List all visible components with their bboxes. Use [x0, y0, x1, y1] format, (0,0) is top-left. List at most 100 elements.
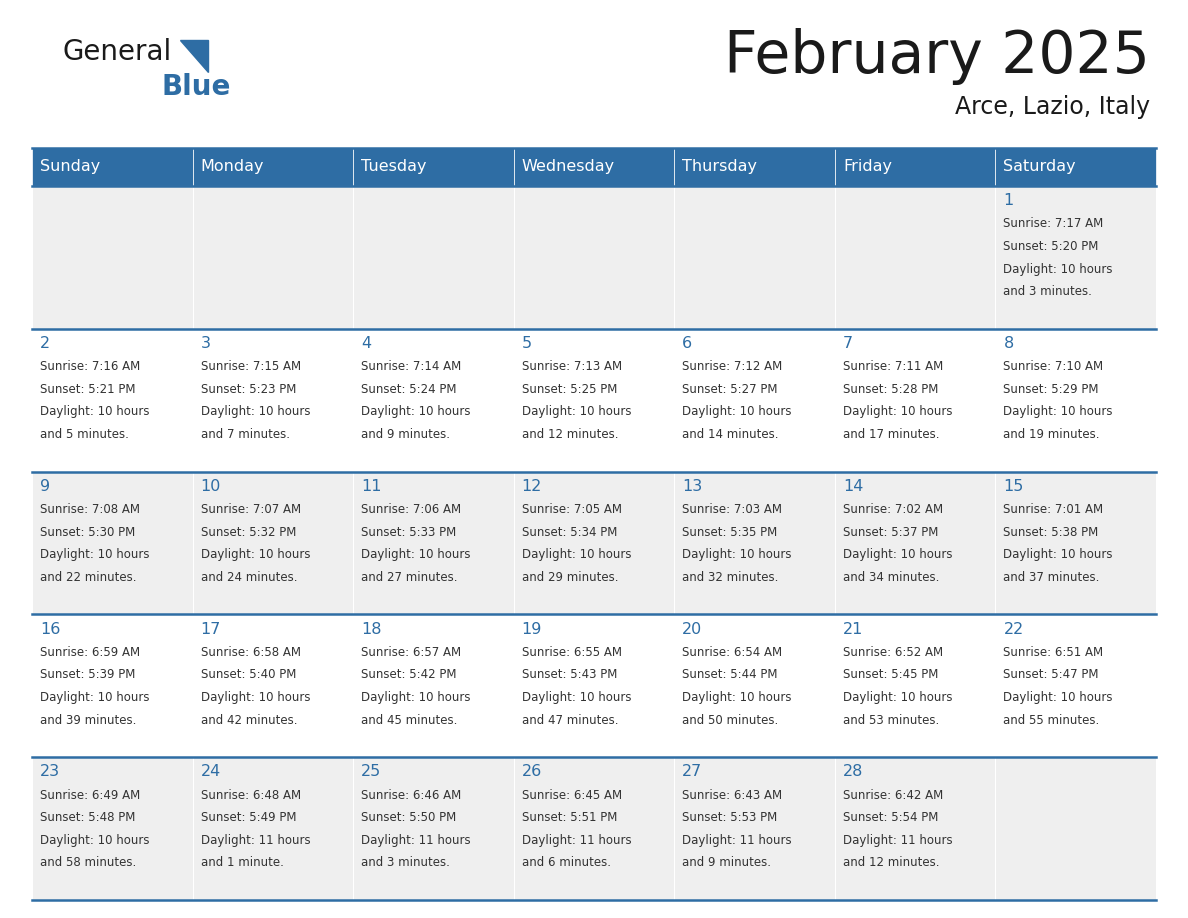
Text: Sunrise: 7:07 AM: Sunrise: 7:07 AM [201, 503, 301, 516]
Text: Sunset: 5:54 PM: Sunset: 5:54 PM [842, 812, 939, 824]
Bar [835, 186, 996, 329]
Bar [513, 472, 675, 614]
Text: Sunrise: 6:43 AM: Sunrise: 6:43 AM [682, 789, 783, 801]
Text: 16: 16 [40, 621, 61, 636]
Text: Daylight: 10 hours: Daylight: 10 hours [1004, 691, 1113, 704]
Text: 23: 23 [40, 765, 61, 779]
Text: 2: 2 [40, 336, 50, 351]
Bar [996, 148, 1156, 186]
Text: Daylight: 10 hours: Daylight: 10 hours [40, 406, 150, 419]
Bar [32, 472, 192, 614]
Text: Sunday: Sunday [40, 160, 100, 174]
Text: Daylight: 10 hours: Daylight: 10 hours [201, 406, 310, 419]
Bar [32, 148, 192, 186]
Text: and 32 minutes.: and 32 minutes. [682, 571, 778, 584]
Text: 22: 22 [1004, 621, 1024, 636]
Text: Daylight: 10 hours: Daylight: 10 hours [201, 691, 310, 704]
Bar [513, 186, 675, 329]
Text: and 3 minutes.: and 3 minutes. [361, 856, 450, 869]
Text: February 2025: February 2025 [725, 28, 1150, 85]
Text: Sunset: 5:34 PM: Sunset: 5:34 PM [522, 526, 617, 539]
Text: Sunrise: 6:51 AM: Sunrise: 6:51 AM [1004, 646, 1104, 659]
Text: and 9 minutes.: and 9 minutes. [682, 856, 771, 869]
Text: Sunrise: 6:58 AM: Sunrise: 6:58 AM [201, 646, 301, 659]
Text: and 55 minutes.: and 55 minutes. [1004, 713, 1100, 726]
Text: Blue: Blue [162, 73, 232, 101]
Text: Saturday: Saturday [1004, 160, 1076, 174]
Text: Sunrise: 7:17 AM: Sunrise: 7:17 AM [1004, 218, 1104, 230]
Bar [353, 148, 513, 186]
Text: and 27 minutes.: and 27 minutes. [361, 571, 457, 584]
Text: Daylight: 10 hours: Daylight: 10 hours [40, 691, 150, 704]
Text: Sunset: 5:23 PM: Sunset: 5:23 PM [201, 383, 296, 396]
Text: 8: 8 [1004, 336, 1013, 351]
Text: 11: 11 [361, 479, 381, 494]
Bar [996, 472, 1156, 614]
Bar [675, 757, 835, 900]
Text: Daylight: 10 hours: Daylight: 10 hours [522, 691, 631, 704]
Text: 13: 13 [682, 479, 702, 494]
Bar [353, 472, 513, 614]
Bar [675, 148, 835, 186]
Text: Sunset: 5:28 PM: Sunset: 5:28 PM [842, 383, 939, 396]
Text: and 22 minutes.: and 22 minutes. [40, 571, 137, 584]
Text: Daylight: 10 hours: Daylight: 10 hours [361, 548, 470, 561]
Text: 3: 3 [201, 336, 210, 351]
Text: Daylight: 11 hours: Daylight: 11 hours [842, 834, 953, 846]
Text: Sunset: 5:25 PM: Sunset: 5:25 PM [522, 383, 617, 396]
Text: Sunrise: 7:06 AM: Sunrise: 7:06 AM [361, 503, 461, 516]
Text: Sunrise: 6:49 AM: Sunrise: 6:49 AM [40, 789, 140, 801]
Text: and 53 minutes.: and 53 minutes. [842, 713, 940, 726]
Bar [835, 757, 996, 900]
Text: Sunset: 5:20 PM: Sunset: 5:20 PM [1004, 240, 1099, 253]
Text: and 12 minutes.: and 12 minutes. [842, 856, 940, 869]
Bar [513, 148, 675, 186]
Bar [353, 329, 513, 472]
Text: and 14 minutes.: and 14 minutes. [682, 428, 779, 441]
Bar [353, 757, 513, 900]
Text: Sunrise: 7:08 AM: Sunrise: 7:08 AM [40, 503, 140, 516]
Text: Sunset: 5:35 PM: Sunset: 5:35 PM [682, 526, 778, 539]
Text: Sunrise: 6:42 AM: Sunrise: 6:42 AM [842, 789, 943, 801]
Text: Daylight: 11 hours: Daylight: 11 hours [361, 834, 470, 846]
Text: Sunset: 5:48 PM: Sunset: 5:48 PM [40, 812, 135, 824]
Text: Sunrise: 7:13 AM: Sunrise: 7:13 AM [522, 360, 621, 374]
Text: Sunset: 5:40 PM: Sunset: 5:40 PM [201, 668, 296, 681]
Text: Sunrise: 7:03 AM: Sunrise: 7:03 AM [682, 503, 783, 516]
Text: 24: 24 [201, 765, 221, 779]
Text: and 9 minutes.: and 9 minutes. [361, 428, 450, 441]
Text: 20: 20 [682, 621, 702, 636]
Text: Sunrise: 7:01 AM: Sunrise: 7:01 AM [1004, 503, 1104, 516]
Bar [675, 614, 835, 757]
Text: 7: 7 [842, 336, 853, 351]
Text: 14: 14 [842, 479, 864, 494]
Bar [835, 329, 996, 472]
Bar [513, 329, 675, 472]
Text: 28: 28 [842, 765, 864, 779]
Text: Sunset: 5:38 PM: Sunset: 5:38 PM [1004, 526, 1099, 539]
Text: Daylight: 10 hours: Daylight: 10 hours [201, 548, 310, 561]
Text: and 45 minutes.: and 45 minutes. [361, 713, 457, 726]
Text: Sunrise: 7:10 AM: Sunrise: 7:10 AM [1004, 360, 1104, 374]
Text: Arce, Lazio, Italy: Arce, Lazio, Italy [955, 95, 1150, 119]
Text: Daylight: 10 hours: Daylight: 10 hours [682, 691, 792, 704]
Text: Sunrise: 7:05 AM: Sunrise: 7:05 AM [522, 503, 621, 516]
Text: and 47 minutes.: and 47 minutes. [522, 713, 618, 726]
Text: Daylight: 10 hours: Daylight: 10 hours [361, 691, 470, 704]
Text: Sunset: 5:30 PM: Sunset: 5:30 PM [40, 526, 135, 539]
Text: Sunset: 5:47 PM: Sunset: 5:47 PM [1004, 668, 1099, 681]
Text: Monday: Monday [201, 160, 264, 174]
Text: Daylight: 11 hours: Daylight: 11 hours [682, 834, 792, 846]
Bar [996, 186, 1156, 329]
Bar [675, 329, 835, 472]
Text: Sunset: 5:33 PM: Sunset: 5:33 PM [361, 526, 456, 539]
Text: and 39 minutes.: and 39 minutes. [40, 713, 137, 726]
Text: Daylight: 10 hours: Daylight: 10 hours [361, 406, 470, 419]
Text: Sunset: 5:51 PM: Sunset: 5:51 PM [522, 812, 617, 824]
Bar [835, 472, 996, 614]
Text: and 37 minutes.: and 37 minutes. [1004, 571, 1100, 584]
Text: Sunrise: 6:46 AM: Sunrise: 6:46 AM [361, 789, 461, 801]
Text: and 58 minutes.: and 58 minutes. [40, 856, 137, 869]
Text: 15: 15 [1004, 479, 1024, 494]
Bar [192, 472, 353, 614]
